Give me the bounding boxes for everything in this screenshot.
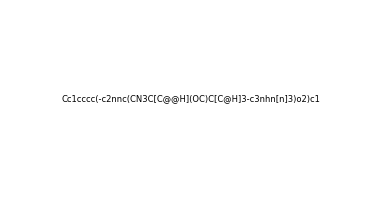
Text: Cc1cccc(-c2nnc(CN3C[C@@H](OC)C[C@H]3-c3nhn[n]3)o2)c1: Cc1cccc(-c2nnc(CN3C[C@@H](OC)C[C@H]3-c3n…: [61, 94, 320, 103]
